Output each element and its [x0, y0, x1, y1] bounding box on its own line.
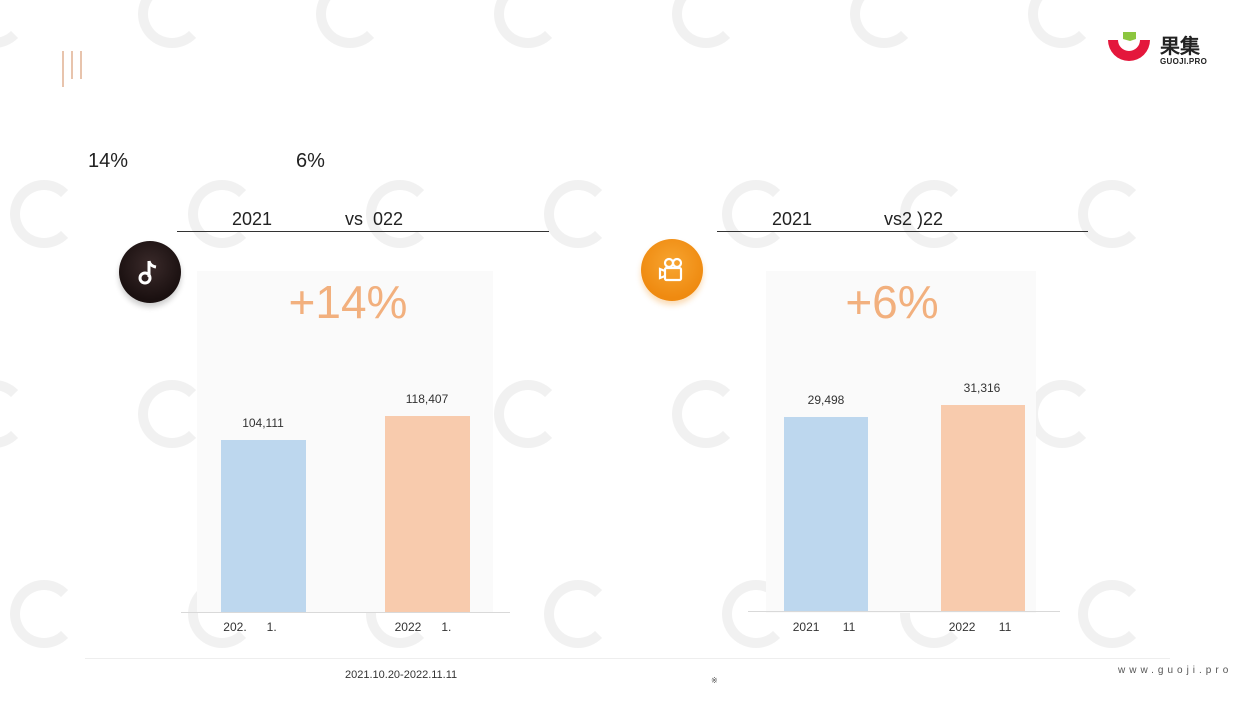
brand-logo: 果集 GUOJI.PRO	[1106, 32, 1207, 68]
panel-right-year: 2021	[772, 209, 813, 229]
watermark-tile	[544, 180, 634, 270]
footer-url: www.guoji.pro	[1118, 665, 1233, 676]
watermark-tile	[672, 0, 762, 70]
chart-left-bar-2021	[221, 440, 306, 612]
chart-left-axis	[181, 612, 510, 613]
logo-mark-icon	[1106, 32, 1152, 68]
chart-right-value-2021: 29,498	[807, 393, 845, 407]
watermark-tile	[1078, 180, 1168, 270]
panel-left-vs: vs 022	[345, 209, 404, 229]
watermark-tile	[672, 380, 762, 470]
chart-left-growth: +14%	[288, 276, 408, 328]
panel-right-vs: vs2 )22	[884, 209, 944, 229]
panel-left-divider	[177, 231, 549, 232]
chart-left-category-2021: 202. 1.	[223, 620, 277, 634]
footer-note-mark: ※	[711, 676, 718, 685]
chart-right-axis	[748, 611, 1060, 612]
watermark-tile	[850, 0, 940, 70]
chart-right-bar-2022	[941, 405, 1025, 612]
chart-left-value-2021: 104,111	[242, 416, 284, 430]
watermark-tile	[1078, 580, 1168, 670]
music-note-icon	[119, 241, 181, 303]
chart-right-bar-2021	[784, 417, 868, 612]
watermark-tile	[0, 380, 50, 470]
panel-left-year: 2021	[232, 209, 273, 229]
footer-divider	[85, 658, 1170, 659]
video-camera-icon	[641, 239, 703, 301]
summary-right-percent: 6%	[296, 150, 325, 172]
chart-right-value-2022: 31,316	[963, 381, 1001, 395]
logo-english-name: GUOJI.PRO	[1160, 56, 1208, 66]
watermark-tile	[10, 180, 100, 270]
watermark-tile	[494, 0, 584, 70]
watermark-tile	[1028, 380, 1118, 470]
watermark-tile	[316, 0, 406, 70]
chart-left-value-2022: 118,407	[405, 392, 449, 406]
panel-right-divider	[717, 231, 1088, 232]
chart-right-growth: +6%	[845, 276, 939, 328]
watermark-tile	[138, 0, 228, 70]
chart-left-category-2022: 2022 1.	[394, 620, 452, 634]
footer-date-range: 2021.10.20-2022.11.11	[345, 669, 458, 681]
summary-left-percent: 14%	[88, 150, 129, 172]
watermark-tile	[544, 580, 634, 670]
watermark-tile	[10, 580, 100, 670]
watermark-tile	[1028, 0, 1118, 70]
watermark-tile	[494, 380, 584, 470]
chart-right-category-2021: 2021 11	[792, 620, 856, 634]
chart-right-category-2022: 2022 11	[948, 620, 1012, 634]
logo-chinese-name: 果集	[1160, 33, 1200, 58]
title-decoration	[62, 51, 82, 87]
chart-left-bar-2022	[385, 416, 470, 612]
watermark-tile	[0, 0, 50, 70]
